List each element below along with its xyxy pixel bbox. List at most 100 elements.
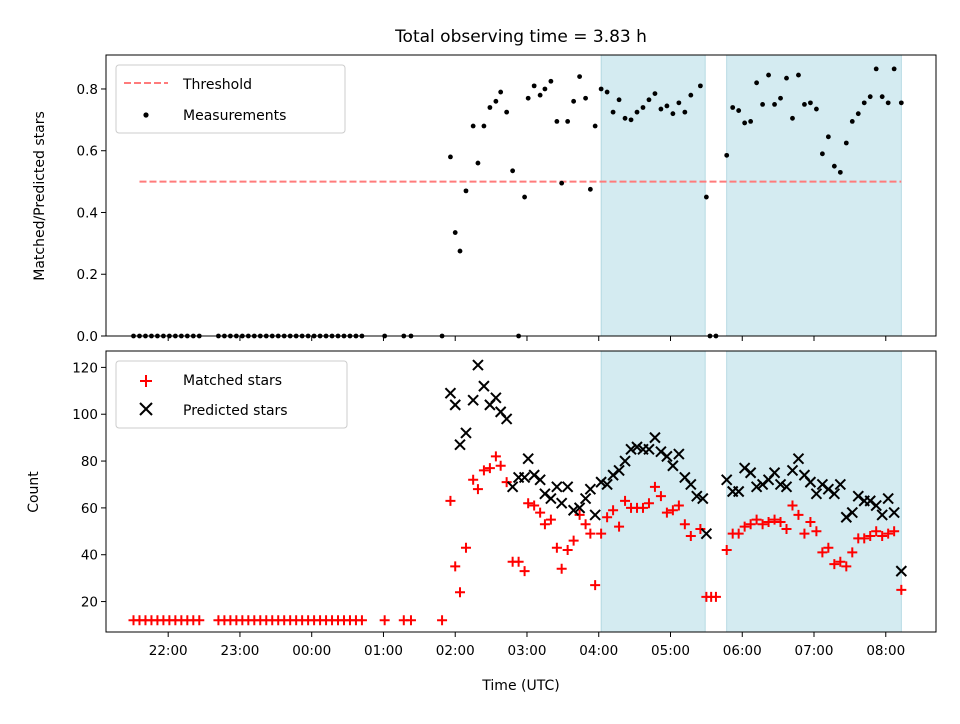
predicted-star-point xyxy=(545,492,557,505)
bottom-x-ticks: 22:00 23:00 00:00 01:00 02:00 03:00 04:00 05:00… xyxy=(149,632,905,659)
predicted-star-point xyxy=(876,509,888,521)
measurement-point xyxy=(510,168,516,174)
matched-star-point xyxy=(539,519,550,530)
matched-star-point xyxy=(513,556,524,567)
matched-star-point xyxy=(519,566,530,577)
legend-matched-label: Matched stars xyxy=(183,373,282,389)
measurement-point xyxy=(802,102,807,107)
matched-star-point xyxy=(775,516,786,527)
predicted-star-point xyxy=(467,394,479,406)
y-tick-label: 0.8 xyxy=(77,82,98,98)
matched-star-point xyxy=(472,484,483,495)
measurement-point xyxy=(658,106,664,112)
measurement-point xyxy=(592,123,598,129)
predicted-star-point xyxy=(601,478,613,491)
matched-star-point xyxy=(194,615,205,626)
measurement-point xyxy=(548,78,554,84)
predicted-stars-points xyxy=(444,359,908,577)
legend-predicted-label: Predicted stars xyxy=(183,403,288,419)
measurement-point xyxy=(873,66,879,72)
y-tick-label: 0.2 xyxy=(77,267,98,283)
y-tick-label: 0.0 xyxy=(77,329,98,345)
matched-star-point xyxy=(829,559,840,570)
matched-star-point xyxy=(455,587,466,598)
measurement-point xyxy=(452,230,458,235)
measurement-point xyxy=(808,100,813,106)
legend-predicted-swatch xyxy=(139,402,153,416)
matched-star-point xyxy=(823,542,834,553)
measurement-point xyxy=(837,169,843,175)
top-chart-title: Total observing time = 3.83 h xyxy=(394,27,647,47)
measurement-point xyxy=(554,118,560,124)
predicted-star-point xyxy=(631,441,643,453)
matched-star-point xyxy=(739,521,750,532)
predicted-star-point xyxy=(774,478,787,491)
measurement-point xyxy=(487,105,493,110)
matched-star-point xyxy=(877,530,888,541)
measurement-point xyxy=(475,160,481,166)
matched-star-point xyxy=(781,523,792,534)
matched-star-point xyxy=(859,533,870,544)
matched-star-point xyxy=(817,547,828,558)
measurement-point xyxy=(772,102,777,107)
measurement-point xyxy=(766,72,771,78)
measurement-point xyxy=(640,105,646,110)
measurement-point xyxy=(682,109,688,115)
matched-star-point xyxy=(556,563,567,574)
measurement-point xyxy=(688,92,694,98)
predicted-star-point xyxy=(780,481,793,493)
matched-star-point xyxy=(649,481,660,492)
measurement-point xyxy=(587,186,593,192)
matched-star-point xyxy=(356,615,367,626)
predicted-star-point xyxy=(750,481,763,493)
legend-measurements-label: Measurements xyxy=(183,108,286,124)
measurement-point xyxy=(849,118,855,124)
x-tick-label: 08:00 xyxy=(866,643,905,659)
matched-star-point xyxy=(835,556,846,567)
predicted-star-point xyxy=(685,478,697,491)
measurement-point xyxy=(790,115,795,121)
measurement-point xyxy=(652,91,658,96)
measurement-point xyxy=(784,75,789,81)
matched-star-point xyxy=(445,495,456,506)
predicted-star-point xyxy=(454,438,466,451)
predicted-star-point xyxy=(506,481,519,493)
matched-star-point xyxy=(751,514,762,525)
predicted-star-point xyxy=(518,471,531,484)
matched-star-point xyxy=(568,535,579,546)
measurement-point xyxy=(571,98,577,104)
top-legend: Threshold Measurements xyxy=(115,64,346,134)
predicted-star-point xyxy=(573,502,586,514)
predicted-star-point xyxy=(720,474,733,486)
matched-star-point xyxy=(590,580,601,591)
legend-threshold-label: Threshold xyxy=(182,77,252,93)
matched-star-point xyxy=(679,519,690,530)
measurement-point xyxy=(898,100,904,106)
matched-star-point xyxy=(614,521,625,532)
matched-star-point xyxy=(865,530,876,541)
predicted-star-point xyxy=(579,492,592,505)
bottom-legend: Matched stars Predicted stars xyxy=(115,360,348,429)
measurement-point xyxy=(448,154,453,160)
y-tick-label: 0.6 xyxy=(77,144,98,160)
bottom-legend-box xyxy=(115,360,348,429)
measurement-point xyxy=(697,83,703,89)
predicted-star-point xyxy=(534,474,546,486)
measurement-point xyxy=(754,80,760,86)
top-shaded-intervals xyxy=(600,54,902,337)
predicted-star-point xyxy=(490,392,502,404)
measurement-point xyxy=(867,94,873,100)
predicted-star-point xyxy=(804,476,817,488)
measurement-point xyxy=(843,140,849,146)
matched-star-point xyxy=(608,505,619,516)
matched-star-point xyxy=(450,561,461,572)
measurement-point xyxy=(604,89,610,95)
x-tick-label: 23:00 xyxy=(220,643,259,659)
predicted-star-point xyxy=(661,450,673,463)
matched-star-point xyxy=(733,528,744,539)
matched-star-point xyxy=(841,561,852,572)
matched-star-point xyxy=(745,519,756,530)
matched-star-point xyxy=(661,507,672,518)
matched-star-point xyxy=(695,523,706,534)
measurement-point xyxy=(855,111,861,117)
